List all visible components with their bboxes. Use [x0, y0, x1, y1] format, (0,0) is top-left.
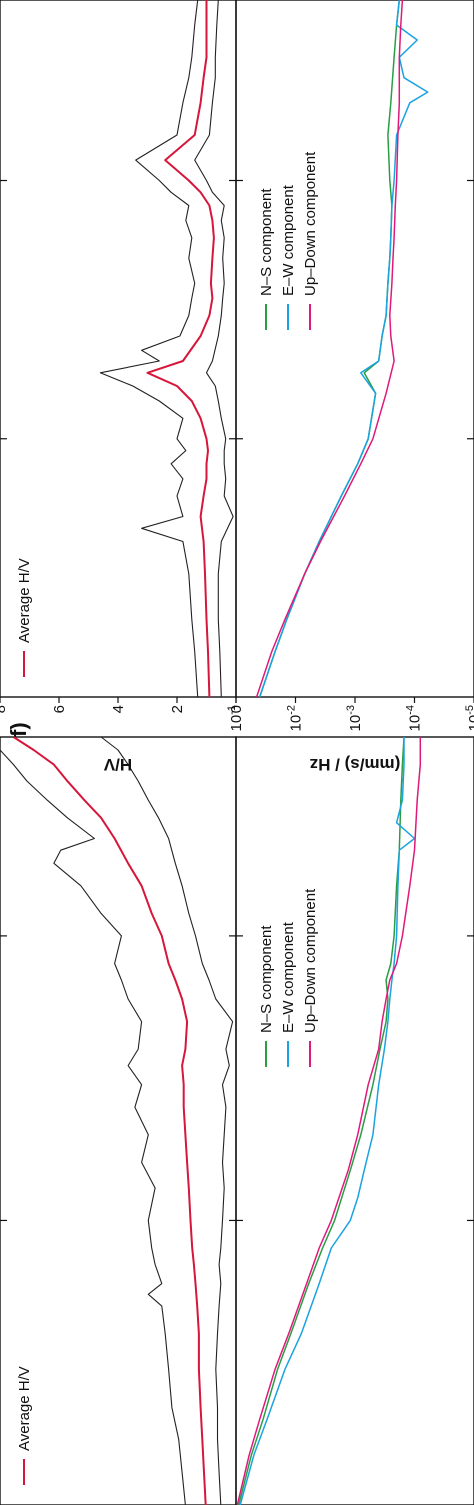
right-hv-ytick-label: 8 — [0, 705, 9, 713]
right-spectrum-series-ns — [258, 0, 401, 698]
left-hv-series-average — [12, 736, 207, 1505]
left-hv-series-envelope — [100, 736, 234, 1505]
right-hv-panel: 0 2 4 6 8 H/V Average H/V — [0, 0, 245, 774]
right-spectrum-series-ud — [255, 0, 404, 698]
left-spectrum-panel: N–S component E–W component Up–Down compon… — [235, 736, 474, 1505]
right-spectrum-frame — [235, 0, 474, 698]
right-hv-ytick-label: 0 — [228, 705, 245, 713]
left-spectrum-frame — [235, 736, 474, 1505]
right-spectrum-ylabel: (mm/s) / Hz — [310, 755, 401, 774]
right-hv-series-envelope — [194, 0, 234, 698]
left-spectrum-series-ns — [237, 736, 405, 1505]
panel-letter: f) — [6, 722, 31, 737]
right-spectrum-ytick-label: 10-4 — [405, 705, 424, 731]
right-spectrum-ytick-label: 10-5 — [464, 705, 474, 731]
right-spectrum-legend-label: Up–Down component — [302, 151, 319, 296]
right-spectrum-series-ew — [258, 0, 429, 698]
left-hv-panel: Average H/V — [0, 736, 237, 1505]
right-hv-ytick-label: 4 — [110, 705, 127, 713]
right-hv-series-envelope — [99, 0, 199, 698]
right-hv-legend-label: Average H/V — [16, 558, 33, 643]
right-hv-ytick-label: 2 — [169, 705, 186, 713]
left-spectrum-series-ud — [236, 737, 422, 1505]
left-spectrum-series-ew — [239, 737, 416, 1505]
left-spectrum-legend-label: N–S component — [258, 925, 275, 1033]
left-spectrum-legend-label: Up–Down component — [302, 888, 319, 1033]
right-spectrum-panel: 10-5 10-4 10-3 10-2 10-1 (mm/s) / Hz N–S compo… — [226, 0, 474, 774]
right-spectrum-legend-label: N–S component — [258, 188, 275, 296]
left-hv-series-envelope — [0, 736, 186, 1505]
right-spectrum-ytick-label: 10-3 — [345, 705, 364, 731]
left-hv-legend-label: Average H/V — [16, 1366, 33, 1451]
left-spectrum-legend-label: E–W component — [280, 921, 297, 1033]
right-spectrum-legend-label: E–W component — [280, 184, 297, 296]
right-hv-ylabel: H/V — [103, 755, 132, 774]
right-hv-series-average — [146, 0, 215, 698]
right-spectrum-ytick-label: 10-2 — [286, 705, 305, 731]
right-spectrum-ytick-label: 10-1 — [226, 705, 245, 731]
right-hv-ytick-label: 6 — [51, 705, 68, 713]
